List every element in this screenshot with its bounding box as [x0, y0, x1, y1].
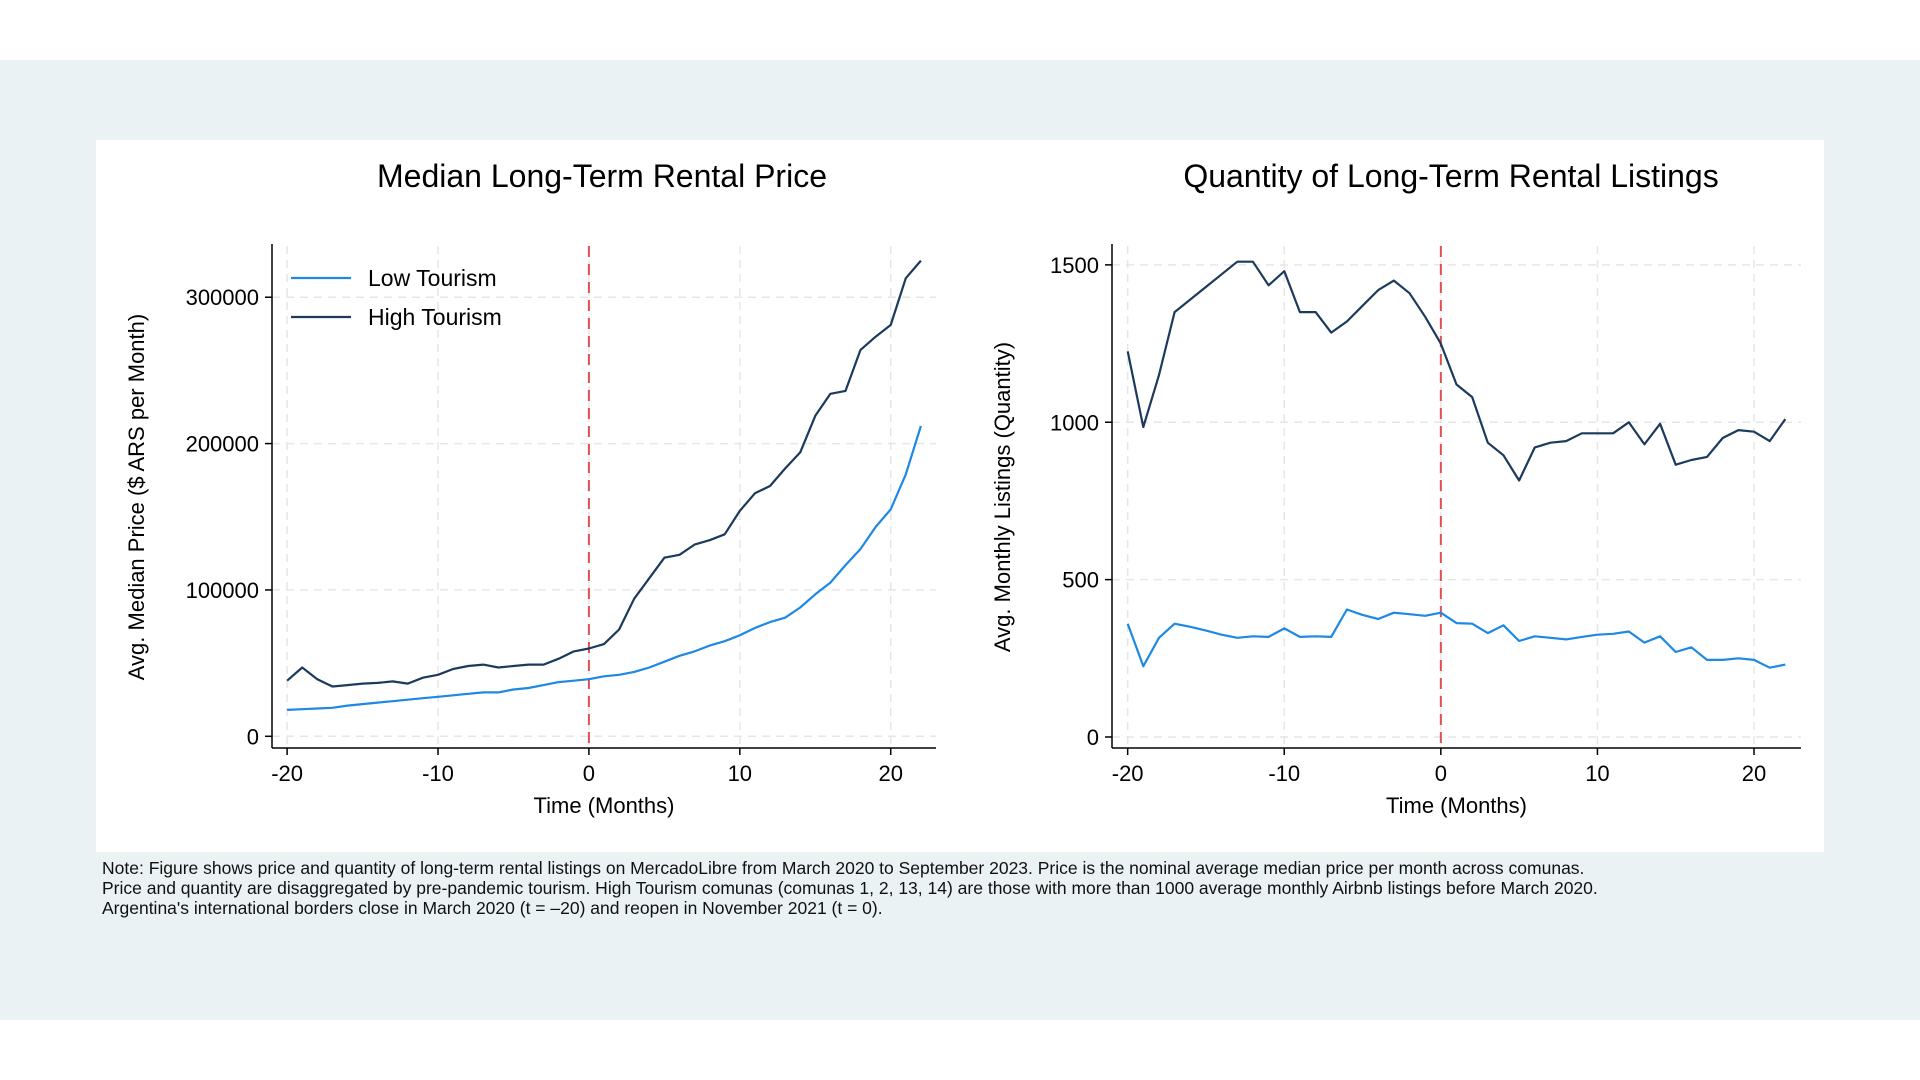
x-tick-label: -10 [422, 761, 454, 786]
price-chart: -20 -10 0 10 20 0 100000 200000 300000 Median Lon… [124, 158, 936, 818]
quantity-chart: -20 -10 0 10 20 0 500 1000 1500 Quantity of Long-… [990, 158, 1801, 818]
x-tick-label: -20 [1112, 761, 1144, 786]
note-line-2: Price and quantity are disaggregated by … [102, 878, 1598, 898]
y-axis-label: Avg. Median Price ($ ARS per Month) [124, 314, 149, 680]
y-tick-label: 0 [247, 724, 259, 749]
chart-title: Quantity of Long-Term Rental Listings [1183, 158, 1718, 194]
note-line-3: Argentina's international borders close … [102, 898, 883, 918]
legend-label: High Tourism [368, 304, 502, 330]
series-line-high-tourism [286, 259, 922, 688]
legend-label: Low Tourism [368, 265, 497, 291]
x-tick-label: -20 [271, 761, 303, 786]
chart-title: Median Long-Term Rental Price [377, 158, 827, 194]
x-tick-label: 20 [1742, 761, 1766, 786]
x-tick-label: 10 [1585, 761, 1609, 786]
y-axis-label: Avg. Monthly Listings (Quantity) [990, 342, 1015, 652]
figure-note: Note: Figure shows price and quantity of… [102, 858, 1822, 918]
series-line-low-tourism [287, 425, 922, 711]
x-tick-label: 20 [878, 761, 902, 786]
series-line-low-tourism [1126, 608, 1786, 669]
note-line-1: Note: Figure shows price and quantity of… [102, 858, 1585, 878]
y-tick-label: 300000 [186, 285, 259, 310]
x-axis-label: Time (Months) [534, 793, 675, 818]
x-axis-label: Time (Months) [1386, 793, 1527, 818]
x-tick-label: 0 [583, 761, 595, 786]
y-tick-label: 1500 [1050, 253, 1099, 278]
y-tick-label: 100000 [186, 578, 259, 603]
y-tick-label: 500 [1062, 568, 1099, 593]
x-tick-label: 0 [1435, 761, 1447, 786]
series-line-high-tourism [1126, 260, 1787, 482]
y-tick-label: 200000 [186, 432, 259, 457]
x-tick-label: -10 [1268, 761, 1300, 786]
y-tick-label: 0 [1087, 725, 1099, 750]
y-tick-label: 1000 [1050, 410, 1099, 435]
figure-panel: -20 -10 0 10 20 0 100000 200000 300000 Median Lon… [96, 140, 1824, 852]
x-tick-label: 10 [728, 761, 752, 786]
